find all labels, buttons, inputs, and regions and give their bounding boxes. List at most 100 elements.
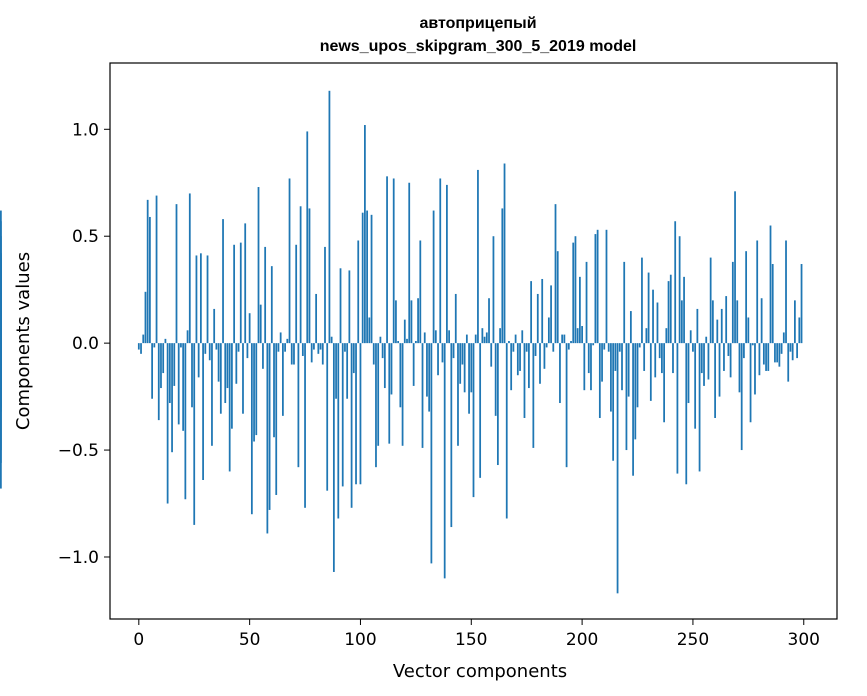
bar (547, 317, 550, 344)
bar (647, 272, 650, 344)
bar (541, 278, 544, 344)
bar (383, 343, 386, 389)
bar (468, 343, 470, 414)
x-tick-label: 300 (788, 630, 820, 650)
bar (658, 343, 661, 359)
bar (762, 343, 765, 365)
bar (346, 343, 349, 399)
bar (474, 334, 477, 344)
bar (791, 343, 794, 361)
bar (592, 343, 595, 346)
bar (319, 343, 322, 350)
bar (286, 338, 289, 344)
bar (403, 319, 406, 344)
bar (554, 204, 557, 344)
bar (301, 343, 304, 356)
bar (696, 308, 699, 344)
bar (685, 343, 688, 485)
bar (594, 234, 597, 344)
plot-area-frame (109, 62, 838, 620)
bar (798, 317, 801, 344)
bar (366, 210, 368, 344)
bar (740, 343, 743, 451)
bar (731, 261, 734, 344)
bar (539, 343, 541, 384)
bar (488, 298, 490, 344)
bar (441, 343, 444, 363)
bar (714, 343, 716, 418)
bar (0, 343, 2, 348)
bar (339, 268, 342, 344)
bar (667, 281, 670, 344)
bar (669, 274, 672, 344)
bar (231, 343, 233, 429)
bar (266, 343, 269, 534)
bar (525, 343, 528, 352)
bar (707, 343, 710, 380)
bar (572, 242, 575, 344)
bar (561, 334, 564, 344)
bar (767, 343, 770, 371)
bar (778, 343, 781, 367)
bar (162, 343, 165, 374)
bar (543, 343, 546, 369)
bar (297, 343, 300, 468)
bar (574, 236, 577, 344)
bar (729, 343, 732, 378)
y-axis-ticks: −1.0 −0.5 0.0 0.5 1.0 (58, 120, 110, 568)
bar (379, 336, 382, 344)
bar (370, 214, 373, 344)
bar (164, 338, 167, 344)
bar (186, 330, 189, 344)
bar (352, 343, 355, 374)
bar (665, 328, 668, 344)
bar (774, 343, 776, 363)
x-tick-label: 100 (344, 630, 376, 650)
bar (388, 343, 391, 444)
bar (581, 326, 583, 344)
bar (672, 343, 674, 374)
x-tick-label: 250 (677, 630, 709, 650)
bar (149, 216, 151, 344)
bar (780, 343, 783, 354)
bar (705, 336, 708, 344)
bar (709, 257, 712, 344)
bar (492, 236, 495, 344)
bar (771, 264, 774, 344)
bar (616, 343, 619, 594)
bar (359, 343, 362, 485)
bar (195, 255, 198, 344)
bar (758, 343, 761, 376)
bar (787, 343, 790, 382)
bar (579, 276, 581, 344)
bar (390, 343, 393, 395)
bar (137, 343, 140, 350)
bar (782, 332, 785, 344)
bar (226, 343, 229, 389)
x-tick-label: 0 (133, 630, 144, 650)
bar (410, 300, 413, 344)
bar (277, 343, 280, 352)
bar (428, 343, 431, 412)
bar (204, 343, 207, 354)
bar (607, 343, 610, 352)
bar (559, 343, 561, 404)
bar (182, 343, 185, 431)
bar (794, 300, 796, 344)
bar (242, 343, 244, 414)
bar (446, 184, 448, 344)
bar (614, 343, 617, 371)
bar (519, 343, 521, 371)
bar (465, 334, 468, 344)
bar (680, 300, 683, 344)
bar (723, 343, 725, 371)
bar (654, 343, 657, 378)
bar (625, 343, 628, 451)
bar (636, 343, 639, 408)
bar (401, 343, 404, 446)
bar (514, 334, 517, 344)
bar (627, 343, 630, 397)
bar (583, 343, 586, 391)
bar (306, 131, 309, 344)
